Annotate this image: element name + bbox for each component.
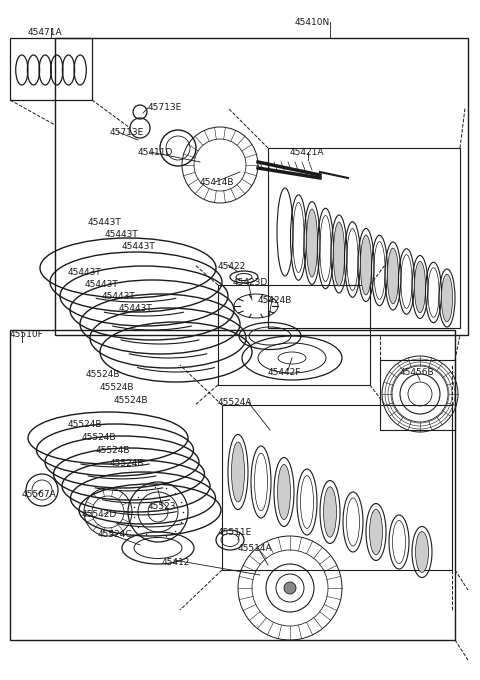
Text: 45414B: 45414B — [200, 178, 235, 187]
Text: 45524C: 45524C — [98, 530, 132, 539]
Text: 45567A: 45567A — [22, 490, 57, 499]
Text: 45443T: 45443T — [88, 218, 122, 227]
Text: 45713E: 45713E — [110, 128, 144, 137]
Text: 45443T: 45443T — [122, 242, 156, 251]
Text: 45443T: 45443T — [68, 268, 102, 277]
Text: 45542D: 45542D — [82, 510, 117, 519]
Text: 45422: 45422 — [218, 262, 246, 271]
Text: 45442F: 45442F — [268, 368, 301, 377]
Text: 45456B: 45456B — [400, 368, 434, 377]
Text: 45411D: 45411D — [138, 148, 173, 157]
Text: 45524B: 45524B — [82, 433, 117, 442]
Text: 45423D: 45423D — [233, 278, 268, 287]
Text: 45524B: 45524B — [114, 396, 148, 405]
Text: 45524B: 45524B — [100, 383, 134, 392]
Ellipse shape — [416, 532, 429, 573]
Ellipse shape — [370, 509, 383, 555]
Text: 45713E: 45713E — [148, 103, 182, 112]
Ellipse shape — [360, 235, 372, 295]
Text: 45410N: 45410N — [295, 18, 330, 27]
Text: 45412: 45412 — [162, 558, 191, 567]
Text: 45511E: 45511E — [218, 528, 252, 537]
Text: 45443T: 45443T — [105, 230, 139, 239]
Text: 45424B: 45424B — [258, 296, 292, 305]
Ellipse shape — [277, 464, 290, 520]
Text: 45524A: 45524A — [218, 398, 252, 407]
Ellipse shape — [324, 487, 336, 537]
Text: 45510F: 45510F — [10, 330, 44, 339]
Text: 45523: 45523 — [148, 502, 177, 511]
Text: 45421A: 45421A — [290, 148, 324, 157]
Text: 45514A: 45514A — [238, 544, 273, 553]
Text: 45443T: 45443T — [119, 304, 153, 313]
Text: 45471A: 45471A — [28, 28, 62, 37]
Ellipse shape — [387, 248, 398, 304]
Text: 45443T: 45443T — [102, 292, 136, 301]
Text: 45524B: 45524B — [110, 459, 144, 468]
Ellipse shape — [306, 209, 318, 277]
Text: 45524B: 45524B — [68, 420, 103, 429]
Ellipse shape — [334, 222, 345, 286]
Ellipse shape — [442, 274, 453, 322]
Ellipse shape — [231, 442, 244, 502]
Text: 45524B: 45524B — [96, 446, 131, 455]
Circle shape — [284, 582, 296, 594]
Text: 45524B: 45524B — [86, 370, 120, 379]
Text: 45443T: 45443T — [85, 280, 119, 289]
Ellipse shape — [414, 261, 426, 313]
